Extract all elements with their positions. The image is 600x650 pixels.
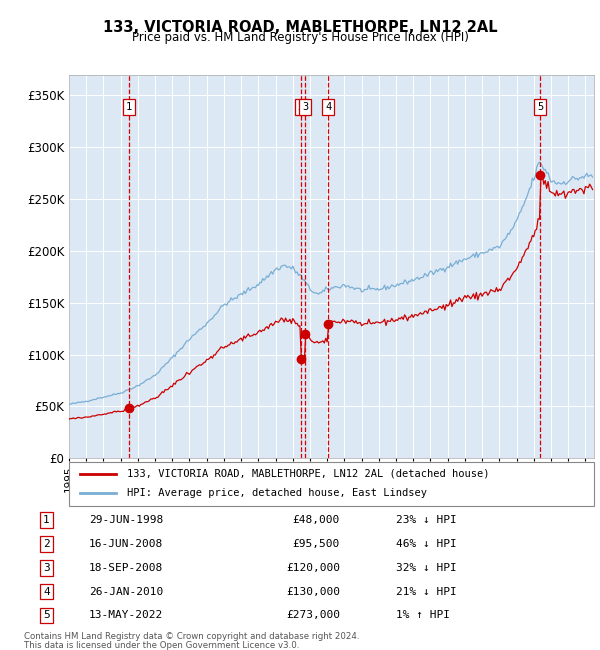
Text: This data is licensed under the Open Government Licence v3.0.: This data is licensed under the Open Gov… [24, 641, 299, 650]
Text: 133, VICTORIA ROAD, MABLETHORPE, LN12 2AL: 133, VICTORIA ROAD, MABLETHORPE, LN12 2A… [103, 20, 497, 34]
Text: 5: 5 [43, 610, 50, 620]
Text: 26-JAN-2010: 26-JAN-2010 [89, 586, 163, 597]
Text: 29-JUN-1998: 29-JUN-1998 [89, 515, 163, 525]
Text: £95,500: £95,500 [293, 539, 340, 549]
Text: 18-SEP-2008: 18-SEP-2008 [89, 563, 163, 573]
Text: 32% ↓ HPI: 32% ↓ HPI [396, 563, 457, 573]
Text: £130,000: £130,000 [286, 586, 340, 597]
Text: £120,000: £120,000 [286, 563, 340, 573]
Text: HPI: Average price, detached house, East Lindsey: HPI: Average price, detached house, East… [127, 488, 427, 499]
Text: 13-MAY-2022: 13-MAY-2022 [89, 610, 163, 620]
Text: 1% ↑ HPI: 1% ↑ HPI [396, 610, 450, 620]
Text: £48,000: £48,000 [293, 515, 340, 525]
Text: Price paid vs. HM Land Registry's House Price Index (HPI): Price paid vs. HM Land Registry's House … [131, 31, 469, 44]
Text: 16-JUN-2008: 16-JUN-2008 [89, 539, 163, 549]
Text: £273,000: £273,000 [286, 610, 340, 620]
Text: 46% ↓ HPI: 46% ↓ HPI [396, 539, 457, 549]
FancyBboxPatch shape [69, 462, 594, 506]
Text: 2: 2 [298, 102, 304, 112]
Text: 133, VICTORIA ROAD, MABLETHORPE, LN12 2AL (detached house): 133, VICTORIA ROAD, MABLETHORPE, LN12 2A… [127, 469, 489, 479]
Text: 2: 2 [43, 539, 50, 549]
Text: 5: 5 [537, 102, 543, 112]
Text: 3: 3 [302, 102, 308, 112]
Text: 21% ↓ HPI: 21% ↓ HPI [396, 586, 457, 597]
Text: Contains HM Land Registry data © Crown copyright and database right 2024.: Contains HM Land Registry data © Crown c… [24, 632, 359, 641]
Text: 4: 4 [43, 586, 50, 597]
Text: 1: 1 [43, 515, 50, 525]
Text: 4: 4 [325, 102, 332, 112]
Text: 1: 1 [126, 102, 132, 112]
Text: 3: 3 [43, 563, 50, 573]
Text: 23% ↓ HPI: 23% ↓ HPI [396, 515, 457, 525]
